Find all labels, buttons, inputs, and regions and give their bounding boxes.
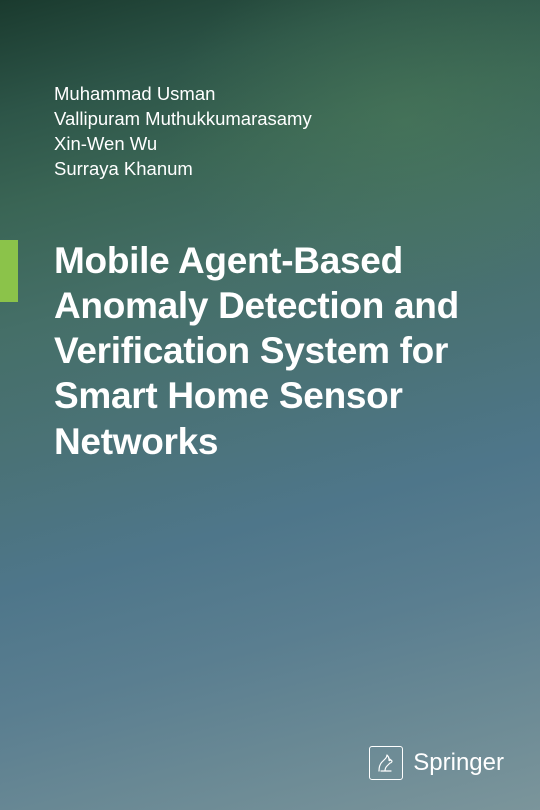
springer-horse-icon xyxy=(369,746,403,780)
publisher-name: Springer xyxy=(413,749,504,777)
accent-bar xyxy=(0,240,18,302)
author-name: Surraya Khanum xyxy=(54,157,312,182)
author-name: Vallipuram Muthukkumarasamy xyxy=(54,107,312,132)
authors-block: Muhammad Usman Vallipuram Muthukkumarasa… xyxy=(54,82,312,182)
publisher-block: Springer xyxy=(369,746,504,780)
book-cover: Muhammad Usman Vallipuram Muthukkumarasa… xyxy=(0,0,540,810)
author-name: Xin-Wen Wu xyxy=(54,132,312,157)
author-name: Muhammad Usman xyxy=(54,82,312,107)
book-title: Mobile Agent-Based Anomaly Detection and… xyxy=(54,238,500,464)
